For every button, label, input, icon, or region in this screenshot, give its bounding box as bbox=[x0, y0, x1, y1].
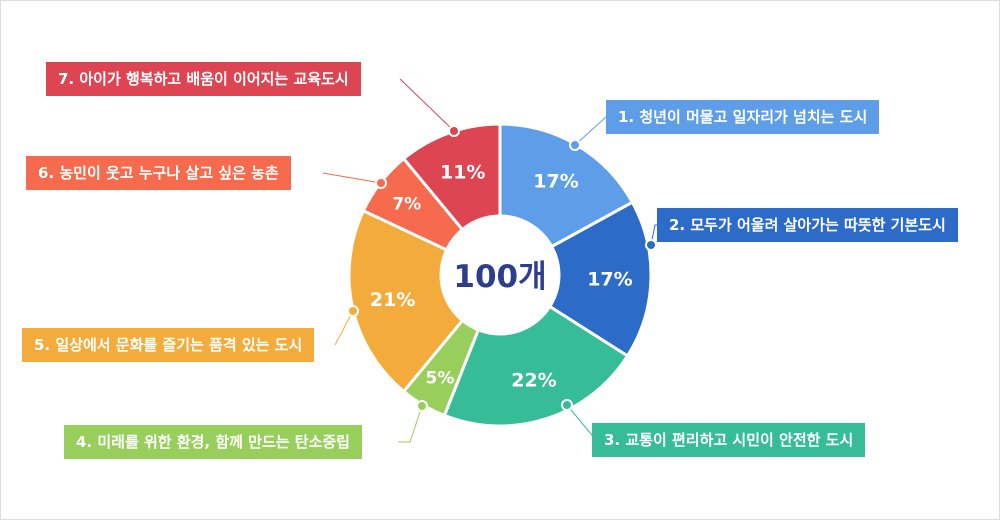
leader-line-6 bbox=[322, 172, 382, 184]
slice-value-label-7: 11% bbox=[440, 162, 485, 184]
legend-label-6: 6. 농민이 웃고 누구나 살고 싶은 농촌 bbox=[26, 156, 291, 190]
donut-hole bbox=[439, 214, 561, 336]
leader-dot-3 bbox=[561, 399, 573, 411]
center-total-label: 100개 bbox=[453, 259, 546, 295]
slice-value-label-1: 17% bbox=[533, 170, 578, 192]
slice-value-label-6: 7% bbox=[392, 195, 421, 215]
leader-dot-2 bbox=[645, 239, 657, 251]
leader-dot-6 bbox=[375, 177, 387, 189]
leader-line-5 bbox=[334, 310, 354, 346]
leader-dot-1 bbox=[569, 139, 581, 151]
legend-label-2: 2. 모두가 어울려 살아가는 따뜻한 기본도시 bbox=[657, 208, 958, 242]
legend-label-5: 5. 일상에서 문화를 즐기는 품격 있는 도시 bbox=[22, 328, 315, 362]
legend-label-1: 1. 청년이 머물고 일자리가 넘치는 도시 bbox=[606, 100, 880, 134]
leader-dot-7 bbox=[448, 125, 460, 137]
leader-dot-5 bbox=[347, 305, 359, 317]
slice-value-label-2: 17% bbox=[587, 268, 632, 290]
slice-value-label-4: 5% bbox=[425, 369, 454, 389]
legend-label-3: 3. 교통이 편리하고 시민이 안전한 도시 bbox=[592, 423, 866, 457]
legend-label-4: 4. 미래를 위한 환경, 함께 만드는 탄소중립 bbox=[64, 425, 362, 459]
leader-line-2 bbox=[650, 224, 657, 246]
legend-label-7: 7. 아이가 행복하고 배움이 이어지는 교육도시 bbox=[46, 62, 361, 96]
leader-line-1 bbox=[574, 116, 607, 146]
slice-value-label-3: 22% bbox=[511, 370, 556, 392]
slice-value-label-5: 21% bbox=[370, 289, 415, 311]
leader-line-3 bbox=[566, 404, 597, 441]
leader-line-4 bbox=[398, 405, 423, 443]
leader-dot-4 bbox=[416, 400, 428, 412]
leader-line-7 bbox=[399, 78, 455, 132]
